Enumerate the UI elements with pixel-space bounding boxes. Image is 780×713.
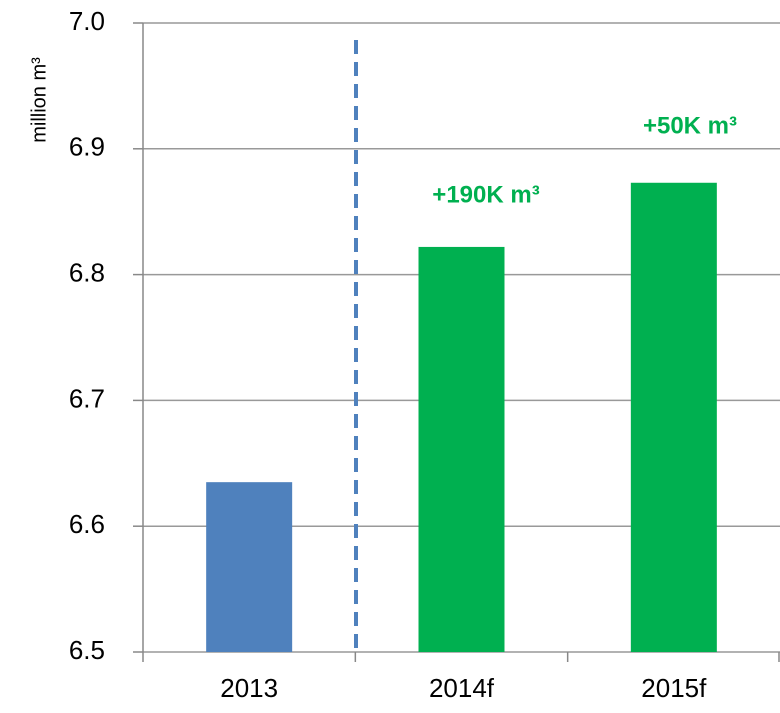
y-tick-label: 6.6	[69, 509, 105, 539]
y-tick-label: 6.8	[69, 257, 105, 287]
x-tick-label: 2014f	[429, 673, 495, 703]
y-tick-label: 6.9	[69, 132, 105, 162]
bar	[630, 182, 717, 653]
y-axis-label: million m³	[28, 57, 50, 143]
annotation: +190K m³	[432, 181, 539, 208]
bar	[206, 482, 293, 652]
annotation: +50K m³	[643, 112, 737, 139]
y-tick-label: 7.0	[69, 6, 105, 36]
y-tick-label: 6.5	[69, 635, 105, 665]
y-tick-label: 6.7	[69, 383, 105, 413]
bar	[418, 246, 505, 652]
x-tick-label: 2015f	[641, 673, 707, 703]
x-tick-label: 2013	[220, 673, 278, 703]
